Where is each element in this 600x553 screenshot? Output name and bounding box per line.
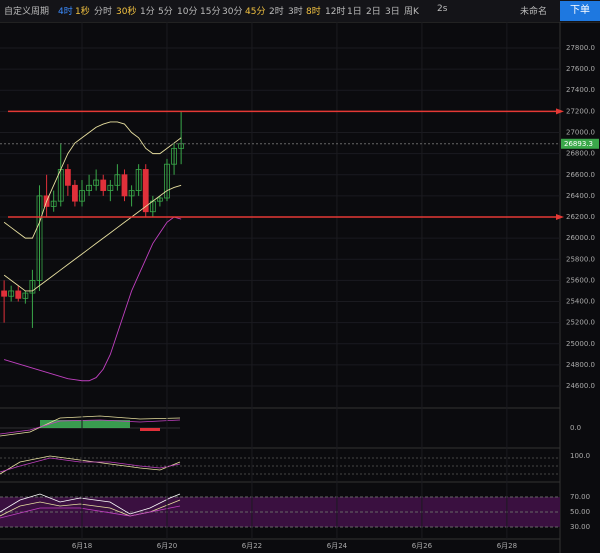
period-button[interactable]: 15分 <box>200 7 221 17</box>
candle-body <box>1 290 8 297</box>
y-tick-label: 25200.0 <box>566 319 595 327</box>
candle-body <box>142 169 149 213</box>
y-tick-label: 26000.0 <box>566 234 595 242</box>
candle-body <box>156 197 163 202</box>
y-tick-label: 27000.0 <box>566 128 595 136</box>
period-button[interactable]: 1日 <box>347 7 362 17</box>
period-button[interactable]: 12时 <box>325 7 346 17</box>
candle-body <box>121 174 128 197</box>
last-price-box <box>561 138 599 149</box>
period-button[interactable]: 分时 <box>94 7 113 17</box>
period-button[interactable]: 10分 <box>177 7 198 17</box>
period-button[interactable]: 4时 <box>58 7 73 17</box>
x-tick-label: 6月24 <box>327 542 348 550</box>
period-button[interactable]: 30秒 <box>116 7 137 17</box>
kdj-panel <box>0 455 560 475</box>
period-button[interactable]: 1分 <box>140 7 155 17</box>
y-tick-label: 26400.0 <box>566 192 595 200</box>
y-tick-label: 26800.0 <box>566 150 595 158</box>
rsi-panel <box>0 493 560 528</box>
candle-body <box>79 190 85 202</box>
arrow-head <box>556 108 564 115</box>
period-button[interactable]: 2s <box>437 4 448 14</box>
period-button[interactable]: 3时 <box>288 7 303 17</box>
candle-body <box>93 179 100 186</box>
subpanel-label: 100.0 <box>570 452 590 460</box>
subpanel-label: 70.00 <box>570 493 590 501</box>
indicator-line <box>3 121 182 239</box>
candle-body <box>86 184 92 191</box>
period-button[interactable]: 30分 <box>222 7 243 17</box>
y-tick-label: 25400.0 <box>566 298 595 306</box>
macd-panel <box>0 415 181 437</box>
period-button[interactable]: 45分 <box>245 7 266 17</box>
y-tick-label: 27400.0 <box>566 86 595 94</box>
candle-body <box>36 195 43 281</box>
candle-body <box>50 200 57 207</box>
y-tick-label: 27600.0 <box>566 65 595 73</box>
x-tick-label: 6月28 <box>497 542 517 550</box>
x-tick-label: 6月18 <box>72 542 92 550</box>
subpanel-label: 30.00 <box>570 523 590 531</box>
y-tick-label: 25600.0 <box>566 276 595 284</box>
toolbar: 未命名 下单 自定义周期 4时 1秒 分时 30秒 1分 5分 10分 15分 30分 45分 2时 3… <box>0 0 600 23</box>
y-tick-label: 25800.0 <box>566 255 595 263</box>
y-tick-label: 27200.0 <box>566 107 595 115</box>
candle-body <box>107 184 114 191</box>
indicator-line <box>3 216 182 382</box>
y-tick-label: 26200.0 <box>566 213 595 221</box>
period-button[interactable]: 2日 <box>366 7 381 17</box>
indicator-line <box>3 184 182 292</box>
period-button[interactable]: 8时 <box>306 7 321 17</box>
order-button[interactable]: 下单 <box>560 1 600 21</box>
candle-body <box>22 292 29 299</box>
period-button[interactable]: 2时 <box>269 7 284 17</box>
x-tick-label: 6月22 <box>242 542 262 550</box>
candle-body <box>64 169 71 186</box>
period-button[interactable]: 5分 <box>158 7 173 17</box>
period-button[interactable]: 周K <box>404 7 419 17</box>
candle-body <box>100 179 107 191</box>
last-price-label: 26893.3 <box>564 140 593 148</box>
y-tick-label: 27800.0 <box>566 44 595 52</box>
x-tick-label: 6月20 <box>157 542 177 550</box>
y-tick-label: 25000.0 <box>566 340 595 348</box>
candle-body <box>8 290 15 297</box>
y-tick-label: 26600.0 <box>566 171 595 179</box>
candle-body <box>164 163 170 199</box>
arrow-head <box>556 214 564 221</box>
y-tick-label: 24800.0 <box>566 361 595 369</box>
period-button[interactable]: 3日 <box>385 7 400 17</box>
y-tick-label: 24600.0 <box>566 382 595 390</box>
candle-body <box>114 174 121 186</box>
subpanel-label: 50.00 <box>570 508 590 516</box>
period-button[interactable]: 1秒 <box>75 7 90 17</box>
candle-body <box>128 190 135 197</box>
candle-body <box>29 279 36 294</box>
account[interactable]: 未命名 <box>520 7 548 17</box>
x-tick-label: 6月26 <box>412 542 433 550</box>
chart: 27800.0 27600.0 27400.0 27200.0 27000.0 26800… <box>0 22 599 553</box>
period-button[interactable]: 自定义周期 <box>4 7 50 17</box>
candle-body <box>72 184 78 202</box>
candle-body <box>171 147 177 165</box>
candle-body <box>15 290 22 299</box>
subpanel-label: 0.0 <box>570 424 581 432</box>
candle-body <box>135 169 142 191</box>
